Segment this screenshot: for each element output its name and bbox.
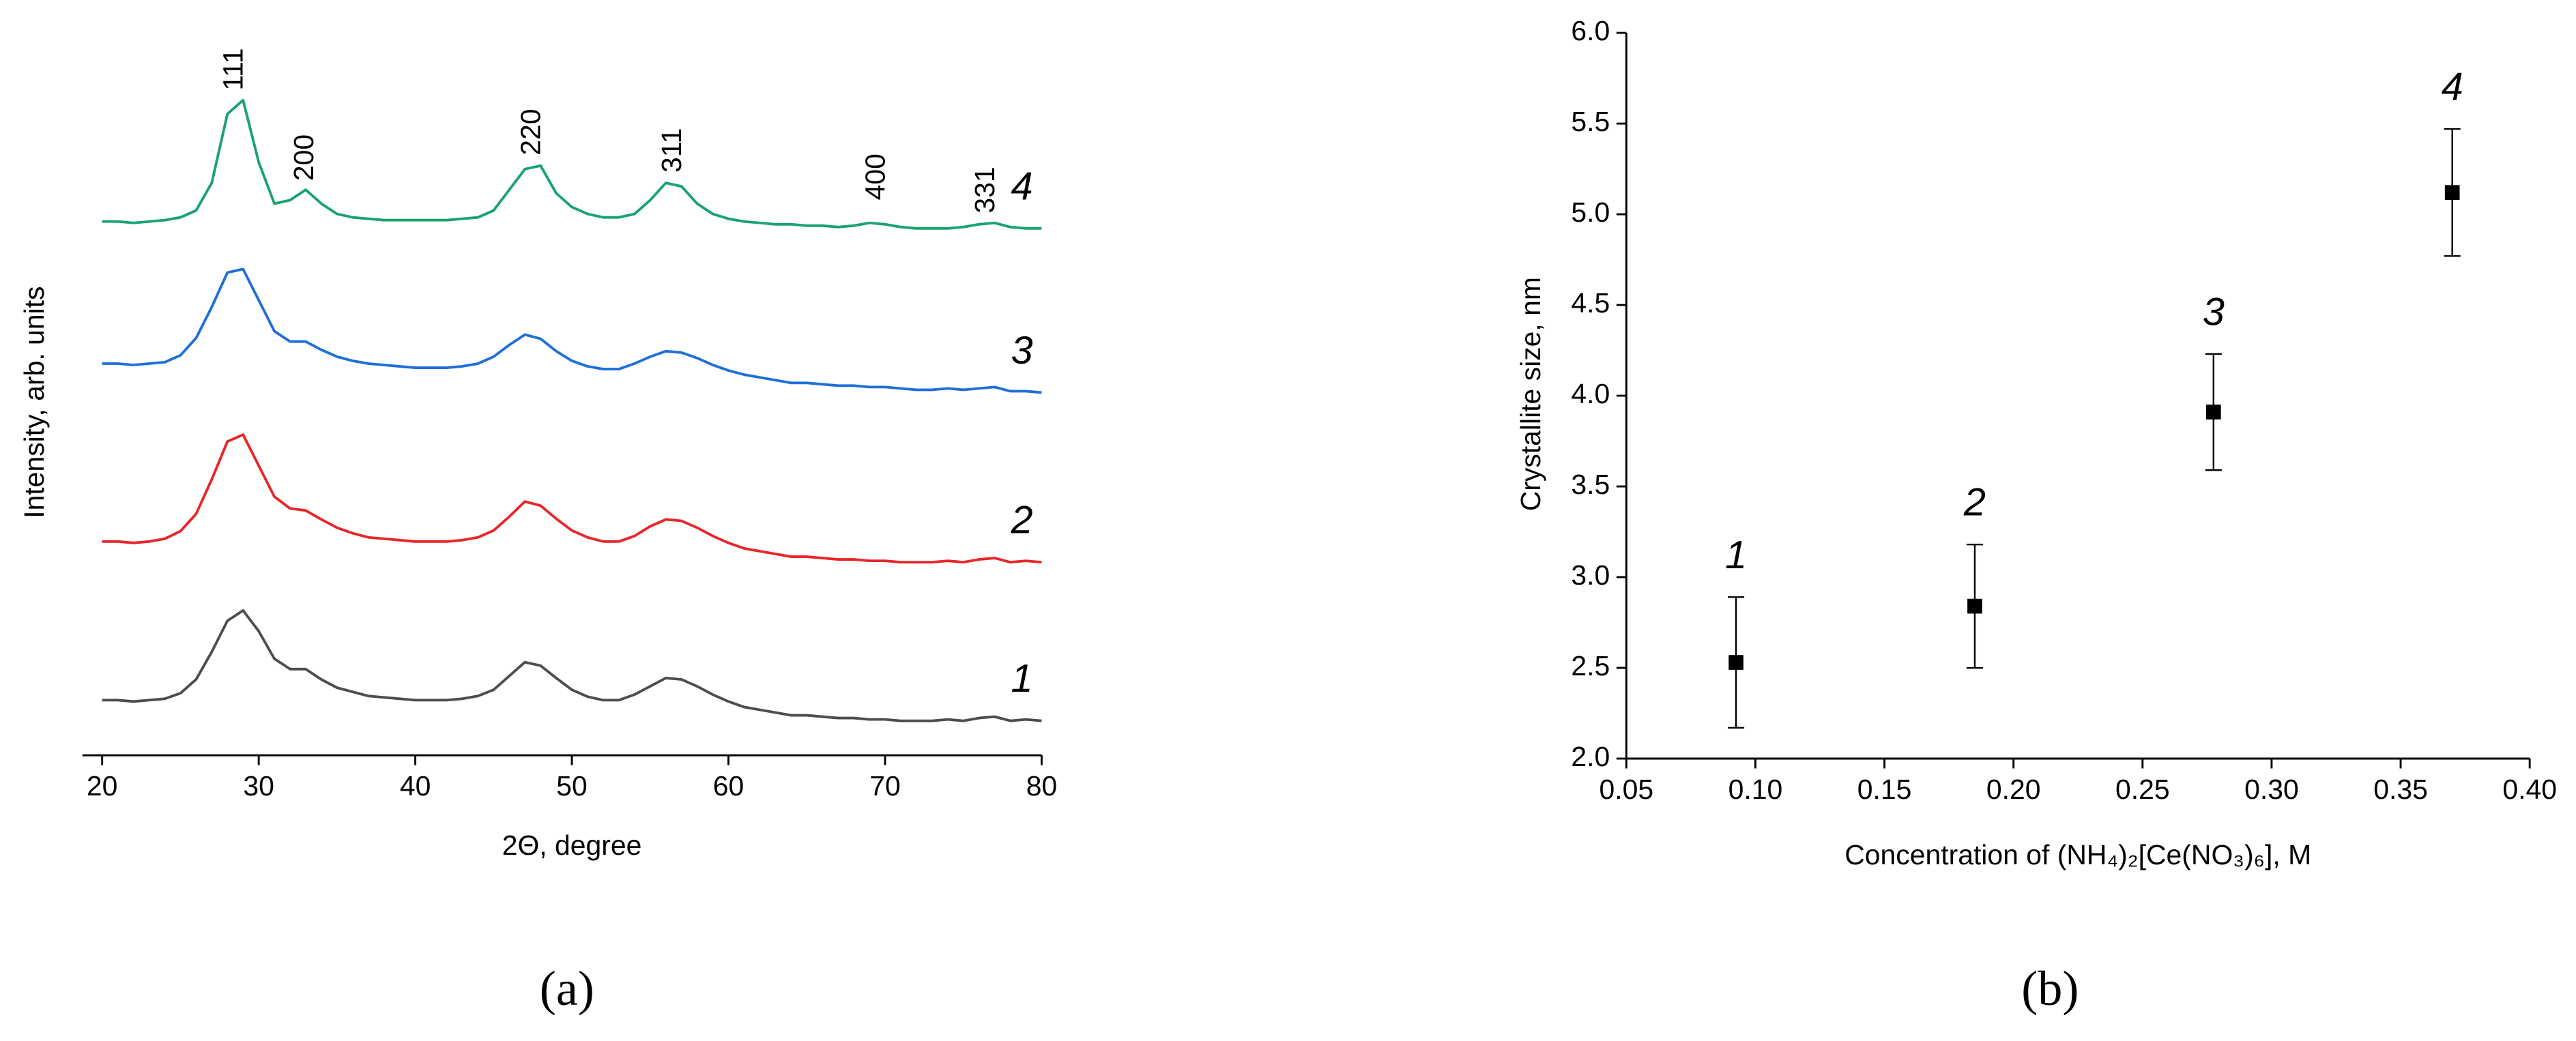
x-tick-label: 0.20 (1986, 774, 2041, 805)
y-tick-label: 4.0 (1571, 378, 1610, 409)
x-tick-label: 30 (243, 770, 274, 802)
xrd-pattern (102, 98, 1042, 230)
caption: (b) (2021, 961, 2079, 1016)
x-tick-label: 0.35 (2373, 774, 2428, 805)
x-axis-label: 2Θ, degree (502, 830, 642, 861)
x-tick-label: 60 (713, 770, 744, 802)
y-tick-label: 2.5 (1571, 650, 1610, 681)
point-label: 4 (2442, 65, 2463, 109)
y-tick-label: 3.0 (1571, 559, 1610, 591)
peak-label: 200 (288, 134, 319, 181)
peak-label: 331 (969, 166, 1000, 213)
peak-label: 111 (218, 48, 249, 90)
data-point (2205, 405, 2221, 420)
x-tick-label: 70 (869, 770, 901, 802)
x-tick-label: 0.25 (2115, 774, 2170, 805)
x-tick-label: 0.15 (1857, 774, 1912, 805)
caption: (a) (540, 961, 594, 1016)
x-tick-label: 50 (556, 770, 588, 802)
point-label: 2 (1963, 481, 1986, 525)
peak-label: 311 (656, 128, 687, 173)
x-tick-label: 0.40 (2502, 774, 2557, 805)
x-tick-label: 0.10 (1728, 774, 1783, 805)
y-tick-label: 5.0 (1571, 196, 1610, 228)
xrd-pattern (102, 267, 1042, 394)
x-axis-label: Concentration of (NH₄)₂[Ce(NO₃)₆], M (1844, 839, 2311, 870)
series-label: 1 (1011, 657, 1033, 701)
xrd-pattern (102, 609, 1042, 722)
y-tick-label: 2.0 (1571, 741, 1610, 772)
y-tick-label: 6.0 (1571, 15, 1610, 46)
series-label: 3 (1011, 329, 1033, 372)
x-tick-label: 80 (1026, 770, 1058, 802)
x-tick-label: 40 (400, 770, 431, 802)
y-tick-label: 4.5 (1571, 287, 1610, 319)
peak-label: 400 (859, 153, 891, 200)
xrd-pattern (102, 433, 1042, 564)
x-tick-label: 0.05 (1600, 774, 1654, 805)
x-tick-label: 20 (87, 770, 118, 802)
data-point (2444, 185, 2460, 201)
series-label: 2 (1011, 499, 1033, 542)
y-axis-label: Intensity, arb. units (18, 287, 50, 518)
point-label: 1 (1725, 533, 1747, 577)
y-axis-label: Crystallite size, nm (1515, 277, 1546, 511)
y-tick-label: 3.5 (1571, 469, 1610, 500)
y-tick-label: 5.5 (1571, 106, 1610, 137)
series-label: 4 (1011, 164, 1033, 208)
point-label: 3 (2203, 290, 2225, 334)
data-point (1728, 655, 1743, 670)
data-point (1967, 598, 1982, 614)
x-tick-label: 0.30 (2244, 774, 2299, 805)
peak-label: 220 (515, 108, 547, 155)
